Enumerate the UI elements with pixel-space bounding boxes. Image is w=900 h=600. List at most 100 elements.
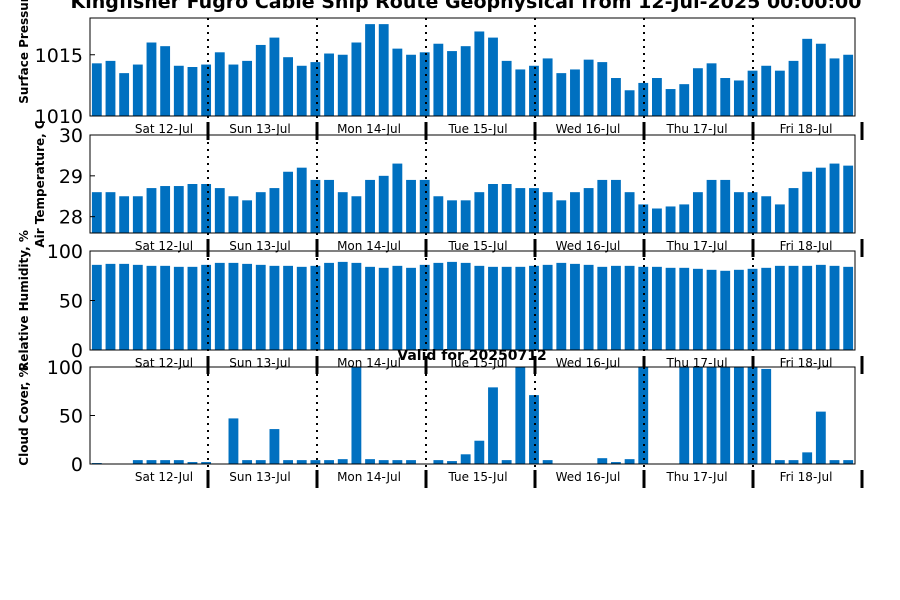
data-bar — [570, 263, 580, 350]
y-tick-label: 0 — [71, 340, 83, 362]
data-bar — [747, 268, 758, 350]
data-bar — [611, 462, 621, 464]
x-tick-label: Wed 16-Jul — [556, 122, 621, 136]
x-tick-label: Fri 18-Jul — [780, 356, 833, 370]
y-tick-label: 1010 — [35, 106, 83, 128]
data-bar — [228, 418, 239, 464]
data-bar — [433, 43, 444, 117]
data-bar — [542, 460, 553, 464]
data-bar — [105, 263, 116, 350]
data-bar — [146, 188, 157, 233]
data-bar — [378, 24, 389, 117]
data-bar — [774, 70, 785, 116]
data-bar — [433, 196, 444, 233]
panel-2: 28 29 30 Sat 12-Jul Sun 13-Jul Mon 14-Jul Tue … — [33, 120, 864, 257]
data-bar — [337, 459, 348, 464]
data-bar — [351, 42, 362, 116]
data-bar — [529, 65, 539, 116]
data-bar — [802, 452, 813, 464]
x-tick-label: Sat 12-Jul — [135, 122, 193, 136]
y-tick-label: 100 — [47, 241, 83, 263]
data-bar — [160, 460, 171, 464]
data-bar — [788, 265, 799, 350]
panel-3: 0 50 100 Sat 12-Jul Sun 13-Jul Mon 14-Jul Tue … — [17, 230, 864, 374]
x-tick-label: Sat 12-Jul — [135, 356, 193, 370]
data-bar — [515, 367, 526, 464]
y-tick-label: 50 — [59, 291, 83, 313]
data-bar — [501, 60, 512, 117]
data-bar — [460, 200, 471, 233]
data-bar — [201, 184, 212, 233]
data-bar — [419, 264, 430, 350]
data-bar — [747, 367, 758, 464]
data-bar — [160, 265, 171, 350]
data-bar — [597, 266, 608, 350]
data-bar — [201, 64, 212, 116]
data-bar — [529, 188, 539, 233]
data-bar — [242, 60, 253, 117]
data-bar — [843, 165, 854, 233]
data-bar — [652, 78, 662, 116]
data-bar — [679, 367, 690, 464]
data-bar — [638, 82, 649, 116]
data-bar — [119, 73, 130, 117]
plot-frame — [89, 134, 856, 234]
data-bar — [788, 460, 799, 464]
x-tick-label: Mon 14-Jul — [337, 356, 401, 370]
data-bar — [624, 90, 635, 116]
data-bar — [815, 43, 826, 117]
data-bar — [733, 80, 744, 116]
data-bar — [228, 262, 239, 350]
data-bar — [597, 62, 608, 116]
data-bar — [337, 192, 348, 233]
data-bar — [91, 192, 102, 233]
data-bar — [255, 264, 266, 350]
data-bar — [829, 265, 840, 350]
data-bar — [652, 266, 662, 350]
data-bar — [488, 387, 498, 464]
data-bar — [692, 192, 703, 233]
data-bar — [146, 265, 157, 350]
data-bar — [542, 264, 553, 350]
data-bar — [815, 167, 826, 233]
x-tick-label: Sat 12-Jul — [135, 239, 193, 253]
data-bar — [488, 184, 498, 233]
data-bar — [665, 206, 676, 233]
data-bar — [378, 460, 389, 464]
data-bar — [242, 200, 253, 233]
x-tick-label: Tue 15-Jul — [447, 239, 507, 253]
x-tick-label: Thu 17-Jul — [665, 470, 727, 484]
data-bar — [269, 429, 280, 464]
data-bar — [324, 53, 334, 116]
data-bar — [310, 179, 321, 233]
data-bar — [501, 266, 512, 350]
data-bar — [515, 69, 526, 116]
data-bar — [611, 265, 621, 350]
data-bar — [406, 267, 416, 350]
data-bar — [692, 367, 703, 464]
data-bar — [132, 64, 143, 116]
panel-1: 1010 1015 Sat 12-Jul Sun 13-Jul Mon 14-Jul Tu… — [17, 0, 864, 140]
chart-title: Kingfisher Fugro Cable Ship Route Geophy… — [71, 0, 862, 13]
data-bar — [173, 65, 184, 116]
data-bar — [706, 179, 717, 233]
data-bar — [802, 38, 813, 116]
data-bar — [611, 78, 621, 116]
data-bar — [624, 459, 635, 464]
data-bar — [187, 67, 198, 116]
data-bar — [337, 54, 348, 116]
data-bar — [242, 460, 253, 464]
x-tick-label: Wed 16-Jul — [556, 356, 621, 370]
data-bar — [406, 460, 416, 464]
data-bar — [351, 367, 362, 464]
data-bar — [378, 175, 389, 233]
data-bar — [624, 265, 635, 350]
x-tick-label: Mon 14-Jul — [337, 470, 401, 484]
data-bar — [460, 262, 471, 350]
data-bar — [378, 267, 389, 350]
data-bar — [474, 440, 485, 464]
data-bar — [365, 459, 375, 464]
data-bar — [228, 196, 239, 233]
data-bar — [392, 460, 403, 464]
x-tick-label: Tue 15-Jul — [447, 470, 507, 484]
